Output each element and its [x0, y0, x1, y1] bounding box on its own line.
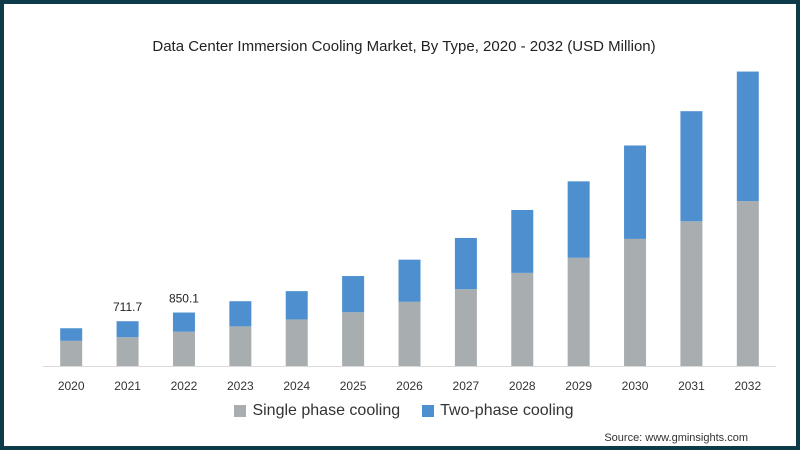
bar-single-phase-2020	[60, 340, 83, 366]
bar-two-phase-2026	[398, 259, 421, 302]
bar-two-phase-2030	[624, 145, 647, 239]
x-tick-label-2023: 2023	[227, 379, 254, 393]
data-label-2022: 850.1	[169, 292, 199, 306]
legend: Single phase cooling Two-phase cooling	[4, 402, 800, 420]
legend-label-single-phase: Single phase cooling	[252, 402, 401, 419]
bar-single-phase-2021	[116, 337, 139, 366]
bar-single-phase-2032	[736, 201, 759, 366]
bars-group	[60, 71, 759, 366]
legend-item-two-phase: Two-phase cooling	[422, 402, 574, 420]
bar-two-phase-2031	[680, 111, 703, 222]
bar-single-phase-2031	[680, 221, 703, 366]
legend-item-single-phase: Single phase cooling	[234, 402, 400, 420]
x-tick-label-2026: 2026	[396, 379, 423, 393]
bar-two-phase-2027	[454, 237, 477, 290]
x-tick-label-2027: 2027	[453, 379, 480, 393]
x-tick-label-2021: 2021	[114, 379, 141, 393]
bar-two-phase-2020	[60, 328, 83, 341]
x-tick-label-2022: 2022	[171, 379, 198, 393]
legend-swatch-single-phase	[234, 405, 247, 417]
bar-single-phase-2026	[398, 301, 421, 366]
bar-chart: 2020 2021 2022 2023 2024 2025 2026 2027 2028 2029…	[43, 71, 776, 393]
bar-single-phase-2027	[454, 289, 477, 366]
bar-single-phase-2022	[172, 331, 195, 366]
bar-two-phase-2021	[116, 321, 139, 338]
labels-group: 2020 2021 2022 2023 2024 2025 2026 2027 2028 2029…	[58, 292, 762, 393]
bar-two-phase-2023	[229, 301, 252, 327]
bar-two-phase-2022	[172, 312, 195, 332]
chart-title: Data Center Immersion Cooling Market, By…	[152, 38, 656, 55]
x-tick-label-2024: 2024	[283, 379, 310, 393]
bar-single-phase-2025	[342, 312, 365, 366]
x-tick-label-2031: 2031	[678, 379, 705, 393]
bar-single-phase-2023	[229, 326, 252, 366]
x-tick-label-2025: 2025	[340, 379, 367, 393]
x-tick-label-2029: 2029	[565, 379, 592, 393]
bar-two-phase-2032	[736, 71, 759, 202]
bar-single-phase-2030	[624, 238, 647, 366]
bar-two-phase-2029	[567, 181, 590, 258]
x-tick-label-2028: 2028	[509, 379, 536, 393]
x-tick-label-2032: 2032	[734, 379, 761, 393]
legend-swatch-two-phase	[422, 405, 435, 417]
data-label-2021: 711.7	[113, 300, 142, 314]
bar-single-phase-2029	[567, 257, 590, 366]
bar-single-phase-2028	[511, 272, 534, 366]
bar-two-phase-2025	[342, 276, 365, 313]
source-note: Source: www.gminsights.com	[604, 432, 748, 444]
bar-single-phase-2024	[285, 319, 308, 366]
x-tick-label-2020: 2020	[58, 379, 85, 393]
legend-label-two-phase: Two-phase cooling	[440, 402, 574, 419]
bar-two-phase-2028	[511, 209, 534, 273]
x-tick-label-2030: 2030	[622, 379, 649, 393]
bar-two-phase-2024	[285, 291, 308, 320]
